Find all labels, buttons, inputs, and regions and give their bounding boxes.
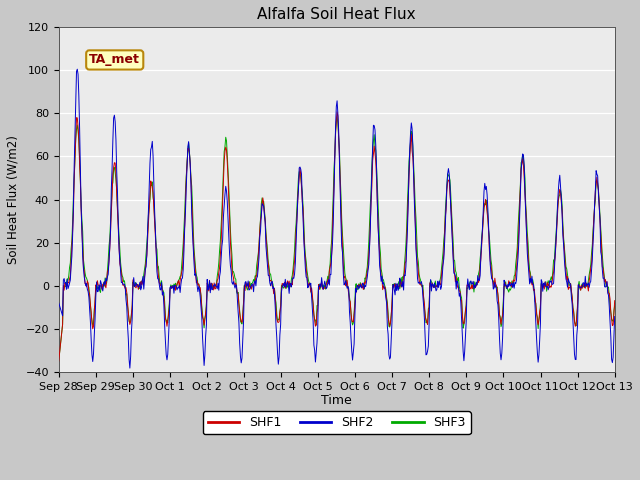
X-axis label: Time: Time xyxy=(321,394,352,408)
Y-axis label: Soil Heat Flux (W/m2): Soil Heat Flux (W/m2) xyxy=(7,135,20,264)
Title: Alfalfa Soil Heat Flux: Alfalfa Soil Heat Flux xyxy=(257,7,416,22)
Legend: SHF1, SHF2, SHF3: SHF1, SHF2, SHF3 xyxy=(202,411,471,434)
Text: TA_met: TA_met xyxy=(90,53,140,66)
